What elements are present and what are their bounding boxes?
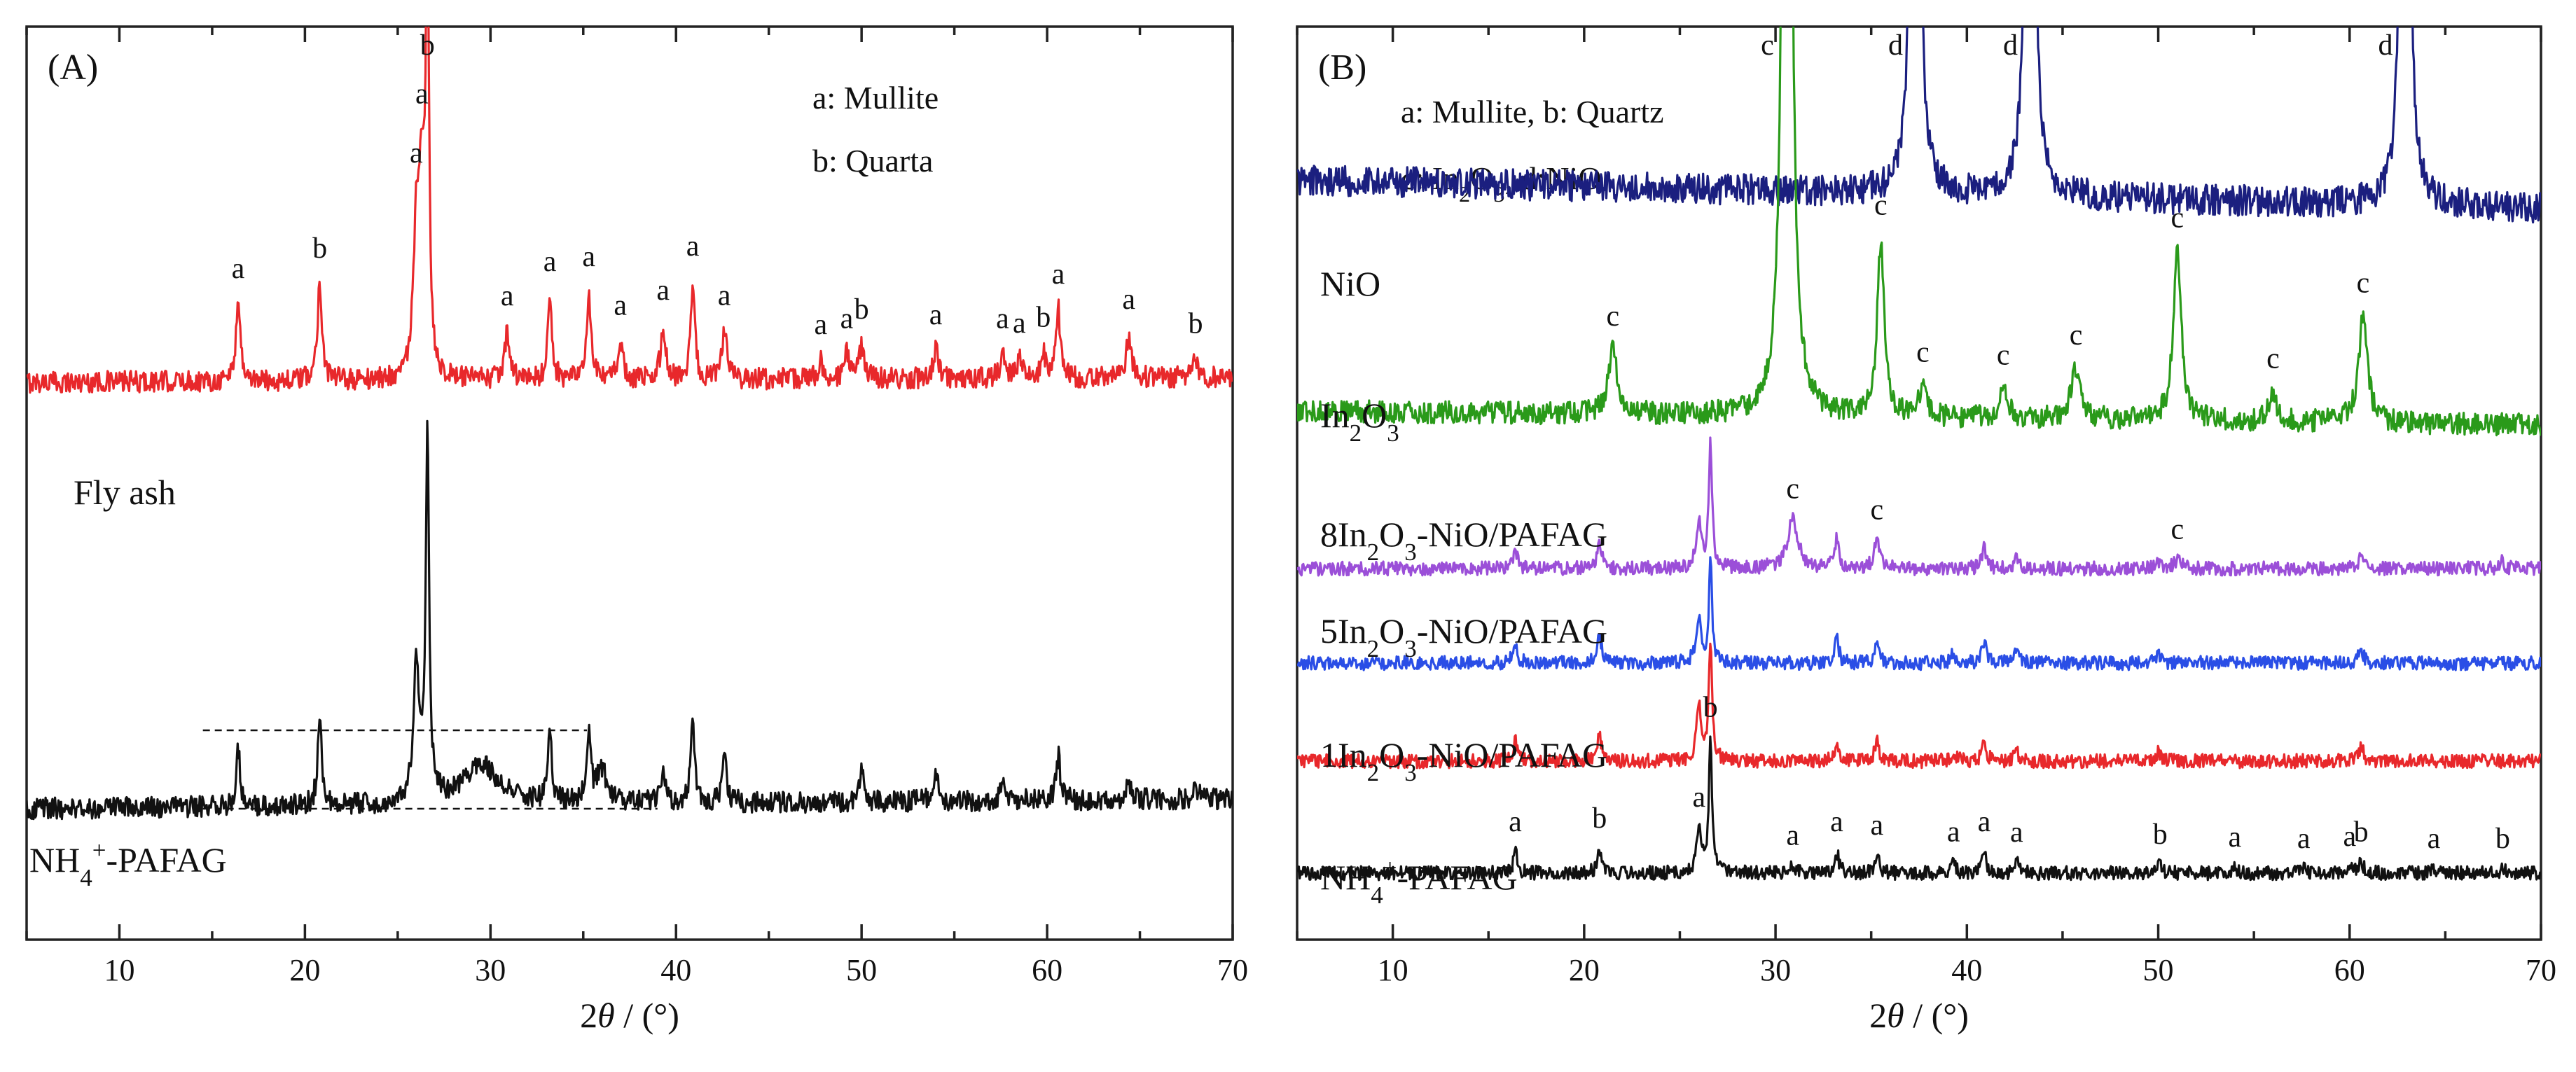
peak-label: d xyxy=(2003,29,2018,62)
peak-label: c xyxy=(1874,189,1888,221)
series-trace xyxy=(1297,436,2541,577)
peak-label: a xyxy=(1978,806,1991,838)
x-tick-label: 40 xyxy=(1951,953,1982,987)
series-trace xyxy=(1297,556,2541,671)
peak-label: a xyxy=(582,241,595,273)
peak-label: b xyxy=(1036,301,1051,333)
peak-label: a xyxy=(656,274,670,307)
peak-label: a xyxy=(1122,284,1135,316)
peak-label: c xyxy=(1761,29,1774,62)
series-trace xyxy=(1297,735,2541,882)
peak-label: b xyxy=(312,232,327,265)
peak-label: d xyxy=(1888,29,1903,62)
legend-entry: b: Quarta xyxy=(812,143,933,179)
series-label: NH4+-PAFAG xyxy=(29,837,227,891)
x-tick-label: 30 xyxy=(1760,953,1791,987)
peak-label: a xyxy=(415,78,429,111)
peak-label: c xyxy=(1786,473,1799,506)
peak-label: d xyxy=(2378,29,2393,62)
plot-frame xyxy=(1296,25,2542,941)
peak-label: c xyxy=(1607,300,1620,333)
peak-label: c xyxy=(2070,319,2083,351)
peak-label: b xyxy=(1703,691,1718,723)
peak-label: a xyxy=(1947,816,1960,849)
peak-label: a xyxy=(501,280,514,312)
peak-label: a xyxy=(996,303,1009,335)
x-tick-label: 70 xyxy=(1217,953,1248,987)
x-tick-label: 10 xyxy=(104,953,134,987)
peak-label: c xyxy=(2171,514,2184,546)
peak-label: b xyxy=(420,29,435,62)
series-label: In2O3 xyxy=(1320,396,1399,447)
peak-label: a xyxy=(1013,307,1026,340)
peak-label: c xyxy=(1916,337,1930,369)
peak-label: a xyxy=(815,309,828,341)
peak-label: a xyxy=(614,289,627,321)
peak-label: a xyxy=(2010,816,2023,849)
peak-label: c xyxy=(1871,494,1884,526)
peak-label: b xyxy=(1189,308,1203,340)
series-label: 8In2O3-NiO/PAFAG xyxy=(1320,515,1607,566)
x-tick-label: 50 xyxy=(2143,953,2174,987)
peak-label: b xyxy=(2354,816,2369,848)
peak-label: a xyxy=(840,303,854,335)
peak-label: a xyxy=(543,246,557,278)
series-label: NH4+-PAFAG xyxy=(1320,854,1518,909)
peak-label: c xyxy=(2357,267,2370,300)
x-axis-label: 2θ / (°) xyxy=(1869,996,1969,1035)
series-trace xyxy=(27,27,1233,394)
peak-label: a xyxy=(2343,821,2356,853)
x-tick-label: 60 xyxy=(1032,953,1062,987)
plot-frame xyxy=(25,25,1234,941)
panel-a: 10 20 30 40 50 60 70 2θ / (°) (A) a: Mullite b: Qu… xyxy=(25,25,1248,1035)
peak-label: a xyxy=(2297,823,2311,855)
peak-label: a xyxy=(1871,809,1884,842)
series-trace xyxy=(27,419,1233,821)
x-tick-label: 50 xyxy=(846,953,877,987)
x-tick-label: 60 xyxy=(2334,953,2365,987)
peak-label: b xyxy=(2495,823,2510,855)
x-tick-label: 40 xyxy=(660,953,691,987)
x-axis-label: 2θ / (°) xyxy=(580,996,679,1035)
peak-label: a xyxy=(929,299,943,331)
peak-label: a xyxy=(1830,806,1843,838)
peak-label: a xyxy=(410,137,423,169)
legend-entry: a: Mullite, b: Quartz xyxy=(1401,94,1664,130)
series-label: NiO xyxy=(1320,264,1380,303)
x-tick-label: 20 xyxy=(1569,953,1600,987)
peak-label: b xyxy=(2153,819,2168,851)
panel-b: 10 20 30 40 50 60 70 2θ / (°) (B) a: Mullite, b: … xyxy=(1296,25,2556,1035)
series-trace xyxy=(1297,27,2541,224)
peak-label: b xyxy=(854,293,869,326)
peak-label: a xyxy=(1786,820,1799,852)
peak-label: c xyxy=(2171,202,2184,234)
series-trace xyxy=(1297,642,2541,770)
series-label: Fly ash xyxy=(74,473,176,512)
peak-label: a xyxy=(232,253,245,285)
peak-label: a xyxy=(1052,258,1065,291)
peak-label: a xyxy=(2428,823,2441,855)
peak-label: a xyxy=(686,230,700,263)
x-tick-label: 10 xyxy=(1378,953,1408,987)
peak-label: c xyxy=(2266,342,2280,375)
x-tick-label: 70 xyxy=(2526,953,2556,987)
x-tick-label: 20 xyxy=(289,953,320,987)
legend-entry: a: Mullite xyxy=(812,80,939,116)
series-trace xyxy=(1297,27,2541,437)
x-tick-label: 30 xyxy=(475,953,506,987)
peak-label: c xyxy=(1997,340,2010,372)
peak-label: a xyxy=(718,279,731,312)
peak-label: a xyxy=(2229,821,2242,854)
panel-label: (A) xyxy=(48,48,98,88)
peak-label: b xyxy=(1592,802,1607,835)
peak-label: a xyxy=(1692,781,1705,814)
panel-label: (B) xyxy=(1318,48,1366,88)
peak-label: a xyxy=(1509,806,1522,838)
series-label: 1In2O3-NiO/PAFAG xyxy=(1320,735,1607,786)
series-label: 5In2O3-NiO/PAFAG xyxy=(1320,611,1607,662)
